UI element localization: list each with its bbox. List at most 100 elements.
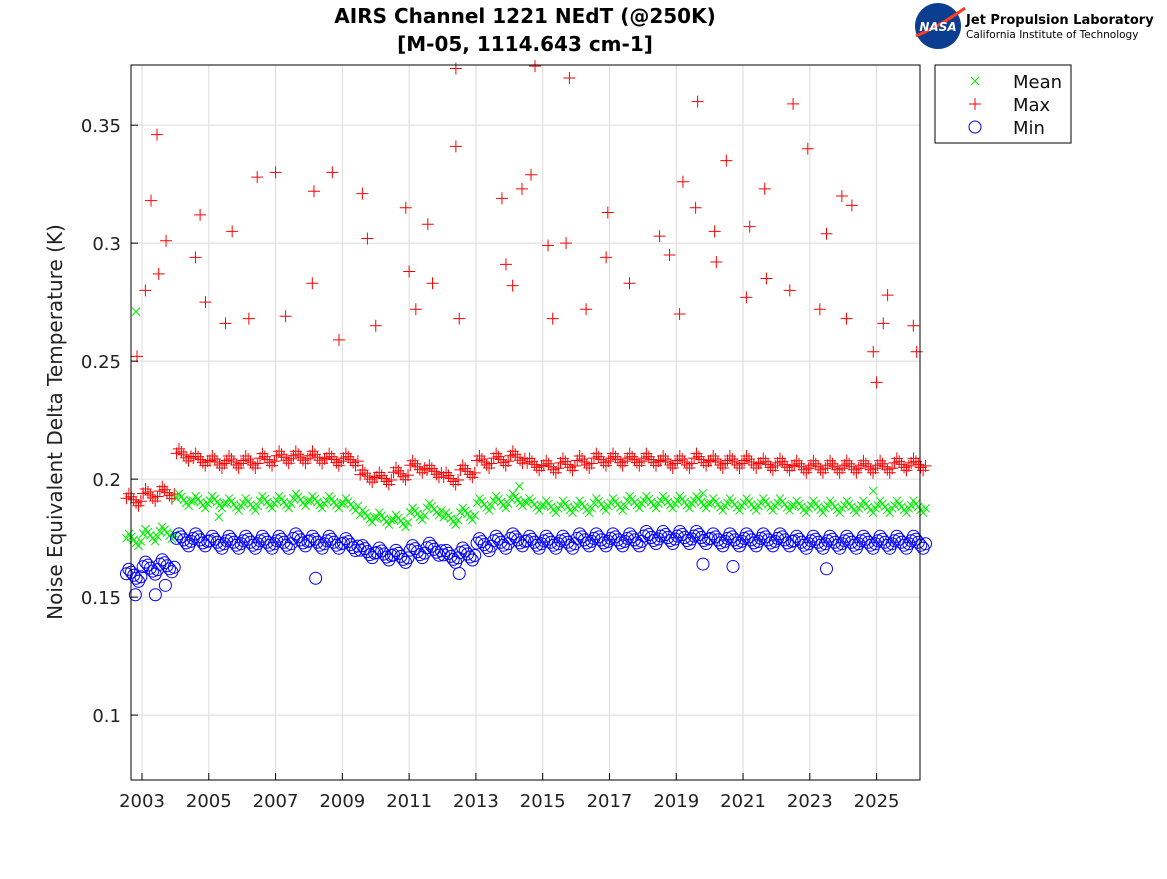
point-max xyxy=(459,462,472,475)
point-mean xyxy=(417,515,427,525)
point-max xyxy=(430,468,443,481)
point-max xyxy=(597,456,610,469)
point-mean xyxy=(484,506,494,515)
point-max xyxy=(867,466,880,479)
point-max xyxy=(244,455,257,468)
point-max xyxy=(614,456,627,469)
point-max xyxy=(762,458,775,471)
point-max xyxy=(326,166,339,179)
point-mean xyxy=(172,493,181,503)
point-min xyxy=(162,562,176,576)
point-mean xyxy=(470,511,480,520)
point-min xyxy=(697,533,711,547)
point-mean xyxy=(222,498,231,508)
point-max xyxy=(199,459,212,472)
point-mean xyxy=(255,496,265,505)
point-mean xyxy=(267,503,277,513)
point-mean xyxy=(284,503,294,513)
point-max xyxy=(416,466,429,479)
point-max xyxy=(506,445,519,458)
point-max xyxy=(318,452,331,465)
point-max xyxy=(463,468,476,481)
point-mean xyxy=(851,508,861,518)
jpl-logo: NASA Jet Propulsion Laboratory Californi… xyxy=(915,3,1154,49)
point-max xyxy=(585,457,598,470)
point-max xyxy=(351,455,364,468)
point-max xyxy=(289,445,302,458)
point-min xyxy=(329,538,343,552)
point-max xyxy=(153,485,166,498)
point-max xyxy=(859,457,872,470)
point-max xyxy=(757,452,770,465)
x-tick-label: 2023 xyxy=(787,791,833,812)
point-max xyxy=(731,458,744,471)
point-max xyxy=(793,457,806,470)
point-max xyxy=(399,473,412,486)
point-mean xyxy=(317,503,327,513)
point-mean xyxy=(501,503,511,513)
point-max xyxy=(642,450,655,463)
point-min xyxy=(763,536,777,550)
point-max xyxy=(308,448,321,461)
point-max xyxy=(449,140,462,153)
point-min xyxy=(747,536,761,550)
point-max xyxy=(776,455,789,468)
point-max xyxy=(619,455,632,468)
point-max xyxy=(473,449,486,462)
point-mean xyxy=(169,529,179,539)
point-min xyxy=(797,538,811,552)
point-max xyxy=(743,220,756,233)
point-min xyxy=(134,570,148,584)
point-min xyxy=(167,560,181,574)
point-max xyxy=(127,493,140,506)
point-max xyxy=(141,486,154,499)
point-max xyxy=(650,459,663,472)
point-max xyxy=(778,458,791,471)
point-max xyxy=(134,495,147,508)
point-max xyxy=(876,457,889,470)
point-max xyxy=(845,460,858,473)
point-max xyxy=(831,463,844,476)
y-tick-label: 0.3 xyxy=(92,234,121,255)
x-tick-label: 2019 xyxy=(653,791,699,812)
point-mean xyxy=(487,501,496,511)
point-max xyxy=(211,455,224,468)
point-mean xyxy=(856,500,866,510)
point-max xyxy=(855,459,868,472)
point-max xyxy=(828,460,841,473)
point-mean xyxy=(556,500,565,510)
point-max xyxy=(392,464,405,477)
point-mean xyxy=(253,501,263,511)
point-max xyxy=(411,460,424,473)
point-mean xyxy=(890,500,899,510)
point-max xyxy=(540,454,553,467)
point-max xyxy=(788,459,801,472)
point-max xyxy=(714,458,727,471)
point-max xyxy=(199,296,212,309)
point-mean xyxy=(372,512,382,522)
point-min xyxy=(613,536,627,550)
point-mean xyxy=(188,496,198,505)
point-max xyxy=(266,459,279,472)
point-mean xyxy=(768,506,778,515)
point-max xyxy=(499,459,512,472)
point-max xyxy=(700,459,713,472)
point-max xyxy=(785,459,798,472)
point-mean xyxy=(122,533,131,543)
point-max xyxy=(616,459,629,472)
point-max xyxy=(910,345,923,358)
point-max xyxy=(697,456,710,469)
x-tick-label: 2011 xyxy=(386,791,432,812)
point-max xyxy=(404,459,417,472)
point-mean xyxy=(698,488,708,498)
point-max xyxy=(881,463,894,476)
point-max xyxy=(478,455,491,468)
point-max xyxy=(502,455,515,468)
point-max xyxy=(145,194,158,207)
point-max xyxy=(366,476,379,489)
point-mean xyxy=(572,500,582,510)
point-max xyxy=(747,458,760,471)
point-mean xyxy=(503,499,513,508)
point-mean xyxy=(355,510,365,520)
